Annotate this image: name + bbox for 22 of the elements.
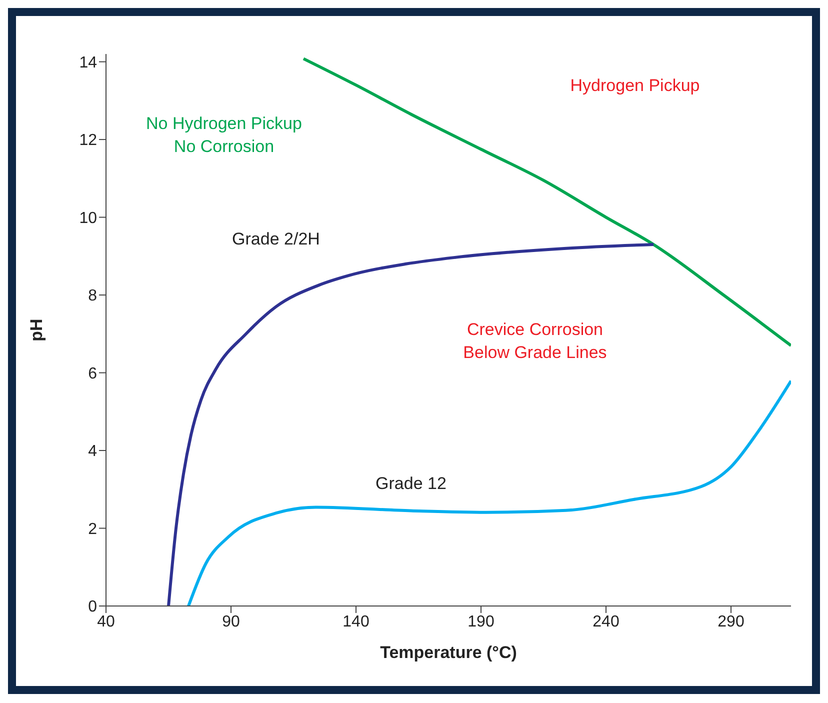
annotation: No Hydrogen Pickup No Corrosion	[146, 114, 302, 156]
x-tick-label: 40	[97, 613, 115, 630]
y-tick-label: 14	[79, 54, 98, 72]
x-tick-label: 90	[222, 613, 240, 630]
y-tick-label: 10	[79, 210, 98, 227]
y-tick-label: 2	[88, 520, 98, 538]
line-series	[187, 379, 791, 606]
annotation: Hydrogen Pickup	[569, 75, 701, 97]
y-tick-label: 4	[88, 443, 98, 460]
x-tick-label: 240	[592, 613, 620, 630]
series-label: Grade 2/2H	[232, 230, 320, 249]
annotation: Crevice Corrosion Below Grade Lines	[462, 319, 608, 364]
y-tick-label: 6	[88, 365, 98, 382]
y-axis-title: pH	[27, 318, 46, 342]
x-tick-label: 190	[468, 613, 494, 630]
x-axis-title: Temperature (°C)	[380, 643, 517, 662]
y-tick-label: 8	[88, 288, 98, 305]
y-tick-label: 0	[88, 598, 98, 616]
x-tick-label: 140	[342, 613, 370, 630]
y-tick-label: 12	[79, 132, 98, 150]
x-tick-label: 290	[718, 613, 744, 630]
series-label: Grade 12	[376, 474, 446, 493]
